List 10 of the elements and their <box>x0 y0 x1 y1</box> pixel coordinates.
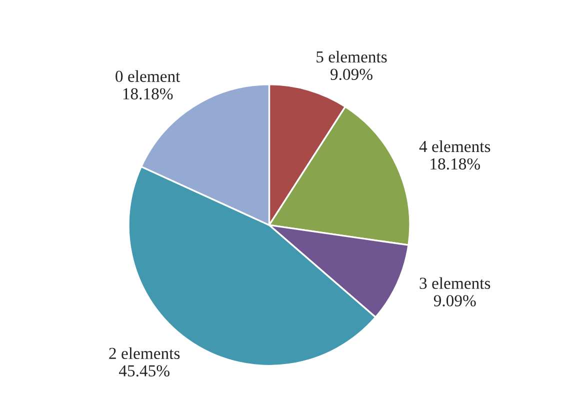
data-label: 18.18% <box>123 88 173 100</box>
data-label: 18.18% <box>430 158 480 170</box>
slice-label: 3 elements <box>420 277 490 289</box>
data-label: 9.09% <box>434 295 476 306</box>
data-label: 9.09% <box>330 68 372 80</box>
slice-label: 0 element <box>116 70 180 82</box>
slice-label: 2 elements <box>109 347 180 360</box>
slice-label: 5 elements <box>316 50 387 63</box>
data-label: 45.45% <box>118 365 170 377</box>
slice-label: 4 elements <box>419 140 490 152</box>
